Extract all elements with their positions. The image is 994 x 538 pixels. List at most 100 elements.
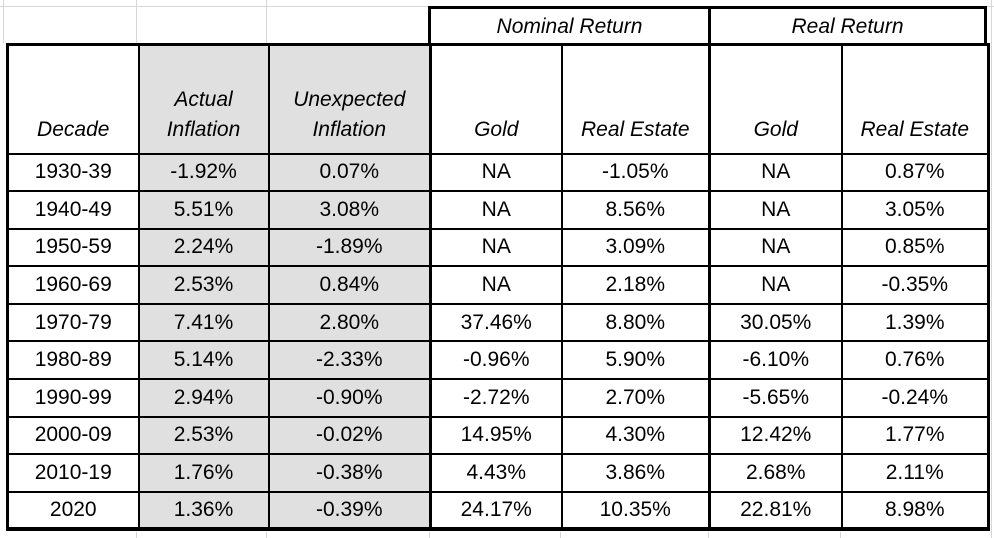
unexpected-inflation-cell: -0.02% — [267, 415, 432, 456]
table-row-1940-49: 1940-49 5.51% 3.08% NA 8.56% NA 3.05% — [6, 190, 990, 230]
decade-cell: 2000-09 — [6, 415, 140, 456]
gridline — [560, 532, 561, 538]
actual-inflation-cell: 2.94% — [137, 378, 270, 418]
gridline — [840, 532, 841, 538]
table-row-1960-69: 1960-69 2.53% 0.84% NA 2.18% NA -0.35% — [6, 265, 990, 305]
table-row-2010-19: 2010-19 1.76% -0.38% 4.43% 3.86% 2.68% 2… — [6, 453, 990, 493]
decade-cell: 1960-69 — [6, 265, 140, 305]
decade-cell: 2020 — [6, 490, 140, 531]
gridline — [266, 532, 267, 538]
nominal-real-estate-cell: 3.09% — [560, 227, 711, 268]
actual-inflation-cell: -1.92% — [137, 152, 270, 193]
unexpected-inflation-cell: 0.07% — [267, 152, 432, 193]
unexpected-inflation-cell: -0.38% — [267, 453, 432, 493]
column-header-real-real-estate: Real Estate — [840, 43, 990, 155]
real-gold-cell: NA — [708, 152, 843, 193]
gridline — [266, 0, 267, 43]
column-header-nominal-gold: Gold — [429, 43, 563, 155]
real-real-estate-cell: -0.35% — [840, 265, 990, 305]
real-gold-cell: 12.42% — [708, 415, 843, 456]
nominal-gold-cell: 37.46% — [429, 302, 563, 343]
actual-inflation-cell: 1.76% — [137, 453, 270, 493]
nominal-gold-cell: NA — [429, 190, 563, 230]
unexpected-inflation-cell: -1.89% — [267, 227, 432, 268]
gridline — [708, 532, 709, 538]
gridline — [136, 532, 137, 538]
gridline — [0, 6, 428, 7]
actual-inflation-cell: 2.53% — [137, 265, 270, 305]
gridline — [136, 0, 137, 43]
real-real-estate-cell: 1.39% — [840, 302, 990, 343]
table-row-1980-89: 1980-89 5.14% -2.33% -0.96% 5.90% -6.10%… — [6, 340, 990, 381]
real-real-estate-cell: 2.11% — [840, 453, 990, 493]
nominal-gold-cell: NA — [429, 152, 563, 193]
real-gold-cell: NA — [708, 227, 843, 268]
real-real-estate-cell: 8.98% — [840, 490, 990, 531]
unexpected-inflation-cell: 3.08% — [267, 190, 432, 230]
real-real-estate-cell: 0.85% — [840, 227, 990, 268]
decade-cell: 1990-99 — [6, 378, 140, 418]
actual-inflation-cell: 2.24% — [137, 227, 270, 268]
group-header-row: Nominal Return Real Return — [428, 6, 987, 43]
real-gold-cell: -6.10% — [708, 340, 843, 381]
decade-cell: 2010-19 — [6, 453, 140, 493]
real-gold-cell: 2.68% — [708, 453, 843, 493]
nominal-real-estate-cell: 8.80% — [560, 302, 711, 343]
real-real-estate-cell: -0.24% — [840, 378, 990, 418]
actual-inflation-cell: 7.41% — [137, 302, 270, 343]
group-header-nominal-return: Nominal Return — [431, 9, 711, 43]
real-gold-cell: 30.05% — [708, 302, 843, 343]
column-header-row: Decade Actual Inflation Unexpected Infla… — [6, 43, 990, 155]
table-row-2020: 2020 1.36% -0.39% 24.17% 10.35% 22.81% 8… — [6, 490, 990, 531]
unexpected-inflation-cell: -0.90% — [267, 378, 432, 418]
nominal-gold-cell: -0.96% — [429, 340, 563, 381]
gridline — [3, 0, 4, 43]
gridline — [429, 532, 430, 538]
decade-cell: 1940-49 — [6, 190, 140, 230]
real-gold-cell: 22.81% — [708, 490, 843, 531]
real-real-estate-cell: 3.05% — [840, 190, 990, 230]
nominal-real-estate-cell: -1.05% — [560, 152, 711, 193]
group-header-real-return: Real Return — [791, 14, 904, 38]
nominal-real-estate-cell: 3.86% — [560, 453, 711, 493]
nominal-gold-cell: NA — [429, 265, 563, 305]
table-row-1950-59: 1950-59 2.24% -1.89% NA 3.09% NA 0.85% — [6, 227, 990, 268]
actual-inflation-cell: 2.53% — [137, 415, 270, 456]
inflation-returns-table: Decade Actual Inflation Unexpected Infla… — [6, 43, 990, 532]
actual-inflation-cell: 1.36% — [137, 490, 270, 531]
nominal-real-estate-cell: 2.18% — [560, 265, 711, 305]
gridline — [987, 6, 994, 7]
column-header-unexpected-inflation: Unexpected Inflation — [267, 43, 432, 155]
column-header-real-gold: Gold — [708, 43, 843, 155]
actual-inflation-cell: 5.14% — [137, 340, 270, 381]
unexpected-inflation-cell: -0.39% — [267, 490, 432, 531]
table-row-1930-39: 1930-39 -1.92% 0.07% NA -1.05% NA 0.87% — [6, 152, 990, 193]
unexpected-inflation-cell: 2.80% — [267, 302, 432, 343]
decade-cell: 1930-39 — [6, 152, 140, 193]
nominal-real-estate-cell: 4.30% — [560, 415, 711, 456]
decade-cell: 1950-59 — [6, 227, 140, 268]
column-header-nominal-real-estate: Real Estate — [560, 43, 711, 155]
table-row-1990-99: 1990-99 2.94% -0.90% -2.72% 2.70% -5.65%… — [6, 378, 990, 418]
real-gold-cell: NA — [708, 190, 843, 230]
table-row-2000-09: 2000-09 2.53% -0.02% 14.95% 4.30% 12.42%… — [6, 415, 990, 456]
column-header-decade: Decade — [6, 43, 140, 155]
table-row-1970-79: 1970-79 7.41% 2.80% 37.46% 8.80% 30.05% … — [6, 302, 990, 343]
nominal-real-estate-cell: 2.70% — [560, 378, 711, 418]
decade-cell: 1980-89 — [6, 340, 140, 381]
nominal-gold-cell: -2.72% — [429, 378, 563, 418]
nominal-real-estate-cell: 8.56% — [560, 190, 711, 230]
column-header-actual-inflation: Actual Inflation — [137, 43, 270, 155]
nominal-real-estate-cell: 10.35% — [560, 490, 711, 531]
nominal-gold-cell: 4.43% — [429, 453, 563, 493]
real-gold-cell: -5.65% — [708, 378, 843, 418]
real-real-estate-cell: 0.87% — [840, 152, 990, 193]
nominal-gold-cell: 14.95% — [429, 415, 563, 456]
gridline — [991, 0, 992, 538]
unexpected-inflation-cell: -2.33% — [267, 340, 432, 381]
nominal-gold-cell: NA — [429, 227, 563, 268]
real-real-estate-cell: 0.76% — [840, 340, 990, 381]
actual-inflation-cell: 5.51% — [137, 190, 270, 230]
decade-cell: 1970-79 — [6, 302, 140, 343]
